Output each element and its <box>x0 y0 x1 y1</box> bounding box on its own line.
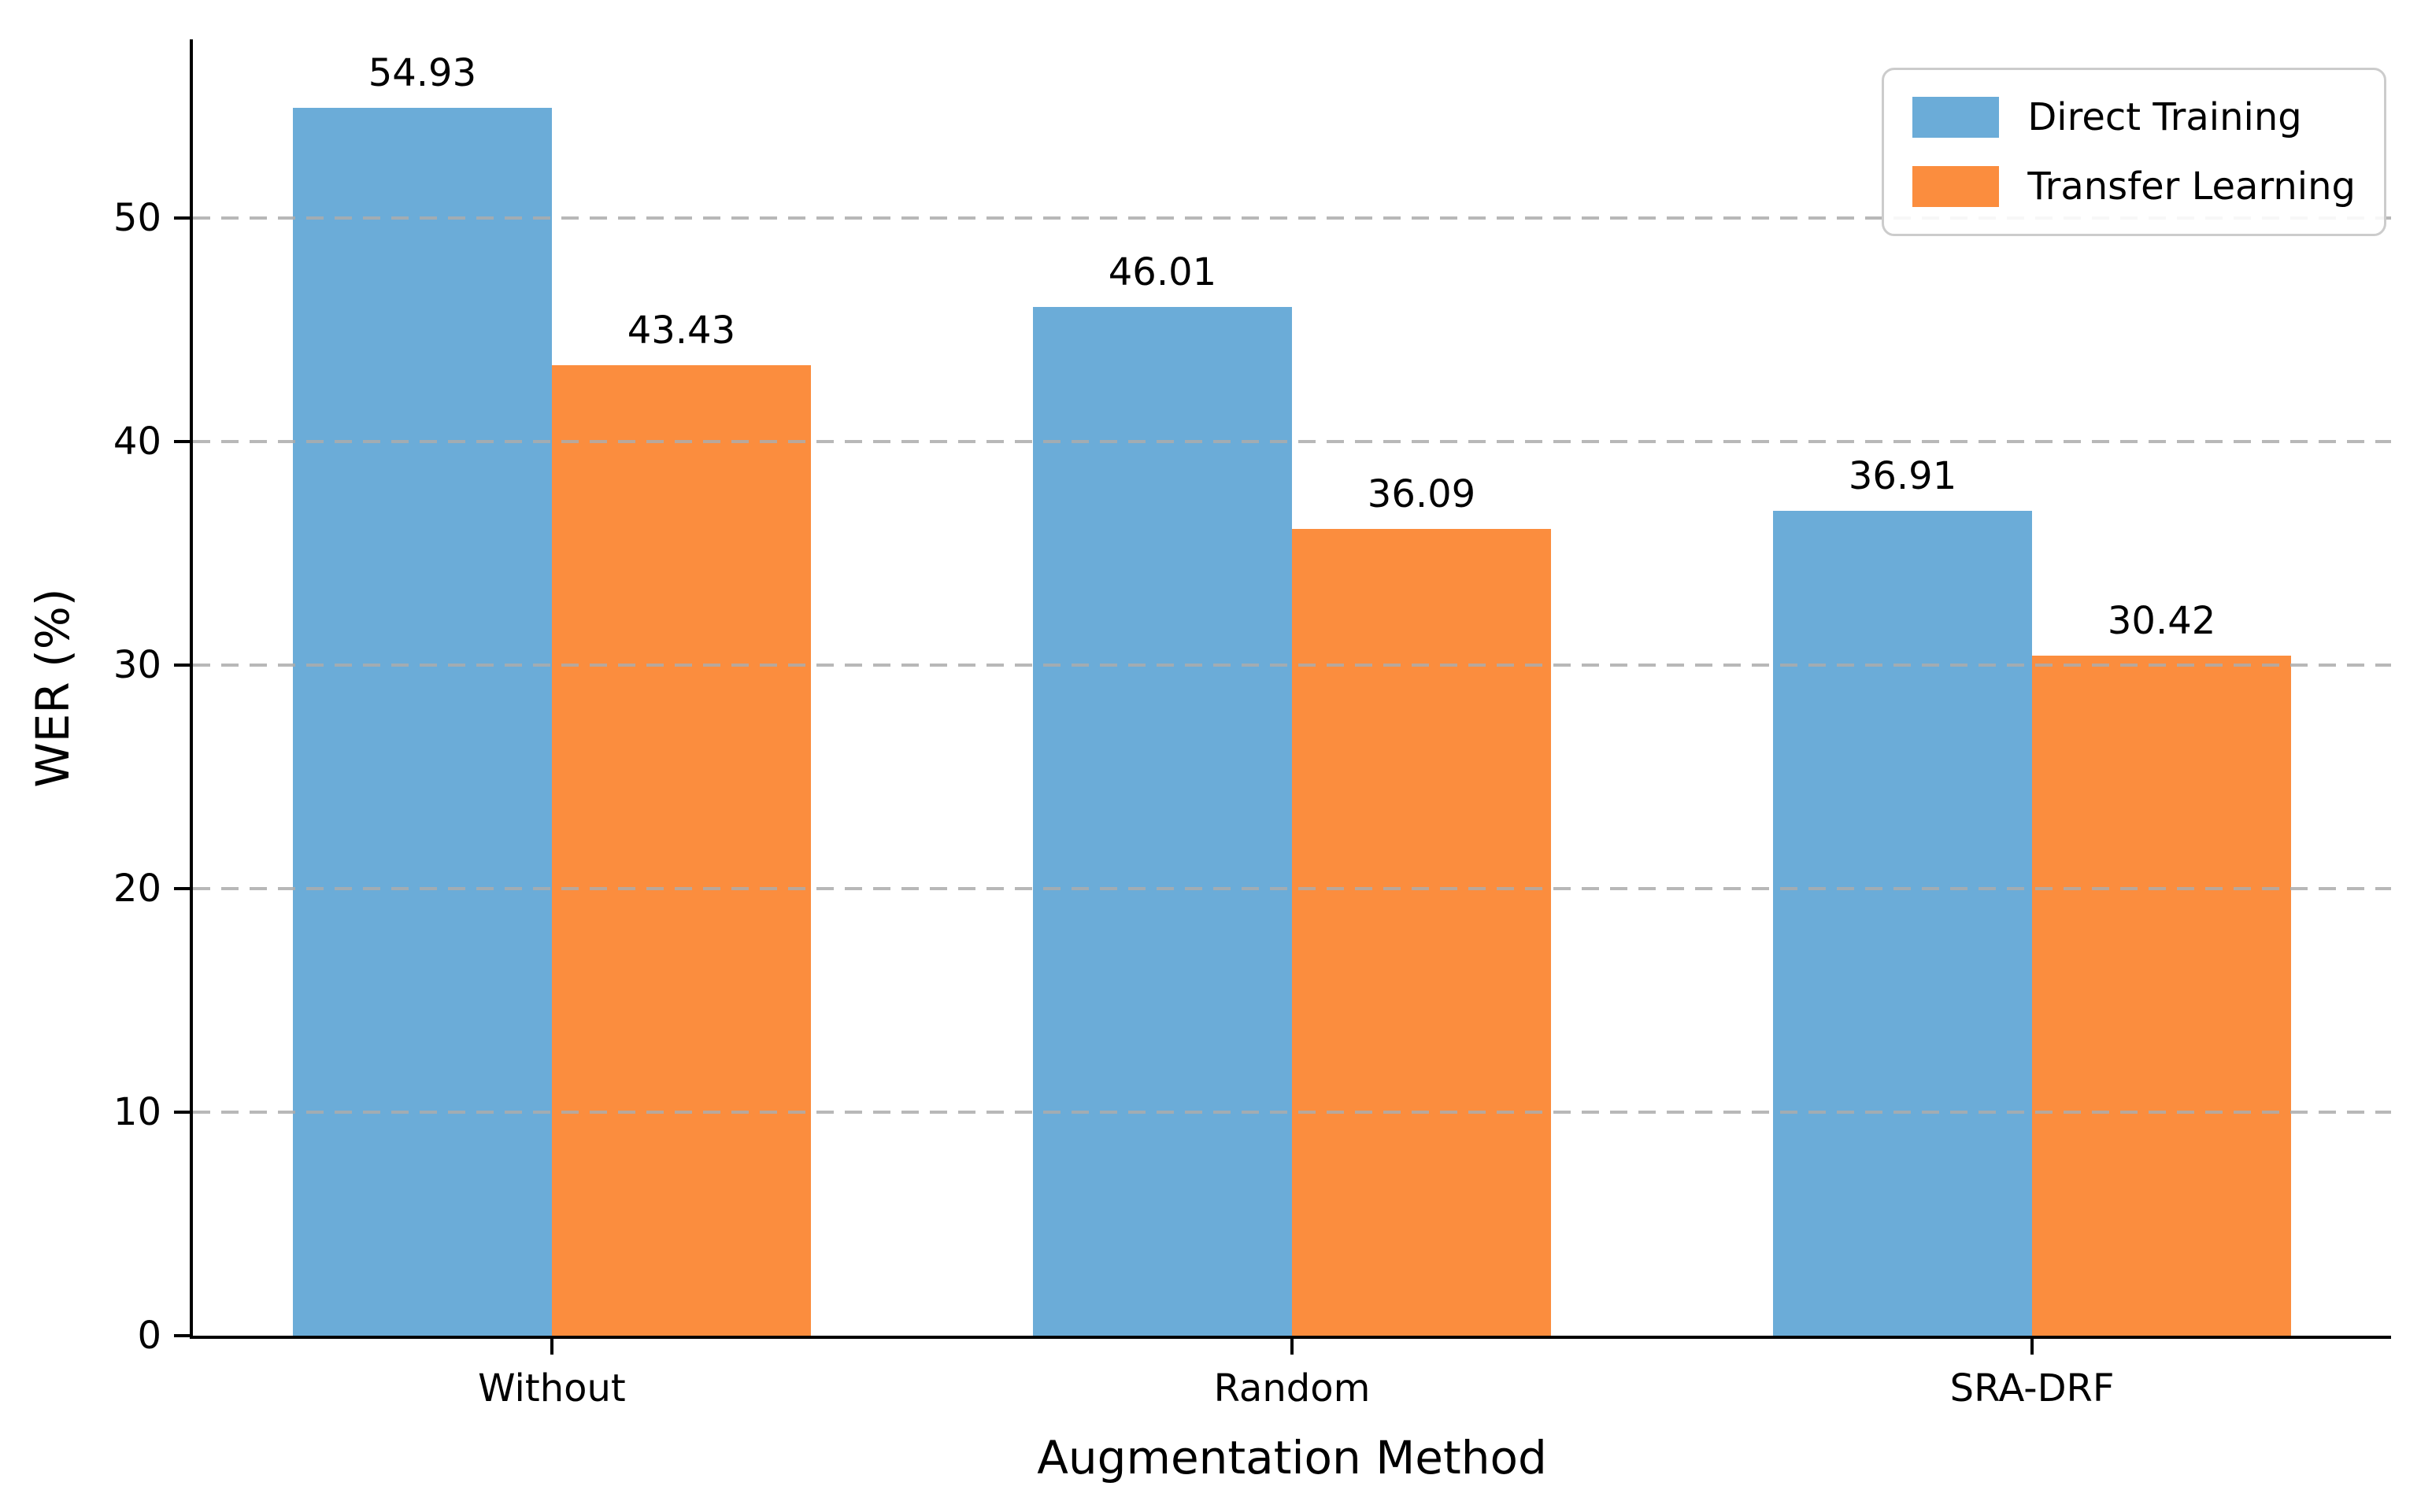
bar-value-label: 36.09 <box>1367 472 1476 517</box>
y-tick-label-10: 10 <box>113 1090 161 1135</box>
y-axis-title: WER (%) <box>26 588 80 788</box>
y-tick-mark-40 <box>174 440 190 444</box>
gridline-10 <box>193 1111 2391 1115</box>
plot-area: Direct Training Transfer Learning 0 10 20 3… <box>113 39 2391 1410</box>
y-tick-label-0: 0 <box>137 1314 161 1358</box>
y-tick-label-30: 30 <box>113 643 161 688</box>
y-tick-label-40: 40 <box>113 420 161 464</box>
bar-transfer-learning-without <box>551 364 811 1336</box>
gridline-50 <box>193 216 2391 220</box>
x-axis-title: Augmentation Method <box>1037 1431 1547 1484</box>
y-axis-spine <box>190 39 193 1339</box>
y-tick-mark-10 <box>174 1111 190 1115</box>
bar-value-label: 54.93 <box>368 51 477 96</box>
legend-label-direct-training: Direct Training <box>2027 95 2302 139</box>
legend-item-direct-training: Direct Training <box>1912 94 2356 141</box>
x-tick-mark-2 <box>2030 1339 2034 1355</box>
bar-value-label: 36.91 <box>1848 453 1957 498</box>
legend-label-transfer-learning: Transfer Learning <box>2027 165 2356 209</box>
transfer-learning-swatch <box>1912 166 2000 207</box>
x-tick-label-0: Without <box>478 1366 626 1410</box>
bar-direct-training-sra-drf <box>1773 510 2033 1336</box>
gridline-30 <box>193 664 2391 667</box>
bar-value-label: 43.43 <box>627 308 736 353</box>
y-tick-mark-0 <box>174 1334 190 1337</box>
legend: Direct Training Transfer Learning <box>1882 68 2386 236</box>
bar-transfer-learning-random <box>1292 529 1552 1336</box>
direct-training-swatch <box>1912 97 2000 138</box>
y-tick-mark-20 <box>174 887 190 891</box>
y-tick-label-20: 20 <box>113 867 161 911</box>
y-tick-label-50: 50 <box>113 196 161 241</box>
x-tick-label-2: SRA-DRF <box>1949 1366 2115 1410</box>
x-tick-mark-1 <box>1290 1339 1294 1355</box>
bar-value-label: 30.42 <box>2107 599 2216 644</box>
gridline-20 <box>193 887 2391 891</box>
legend-item-transfer-learning: Transfer Learning <box>1912 163 2356 210</box>
bar-direct-training-random <box>1032 307 1292 1336</box>
gridline-40 <box>193 440 2391 444</box>
bar-transfer-learning-sra-drf <box>2032 656 2292 1336</box>
x-tick-mark-0 <box>550 1339 553 1355</box>
bar-direct-training-without <box>292 108 552 1336</box>
x-tick-label-1: Random <box>1213 1366 1371 1410</box>
x-axis-spine <box>190 1336 2391 1339</box>
bar-value-label: 46.01 <box>1108 250 1217 295</box>
y-tick-mark-50 <box>174 216 190 220</box>
y-tick-mark-30 <box>174 664 190 667</box>
